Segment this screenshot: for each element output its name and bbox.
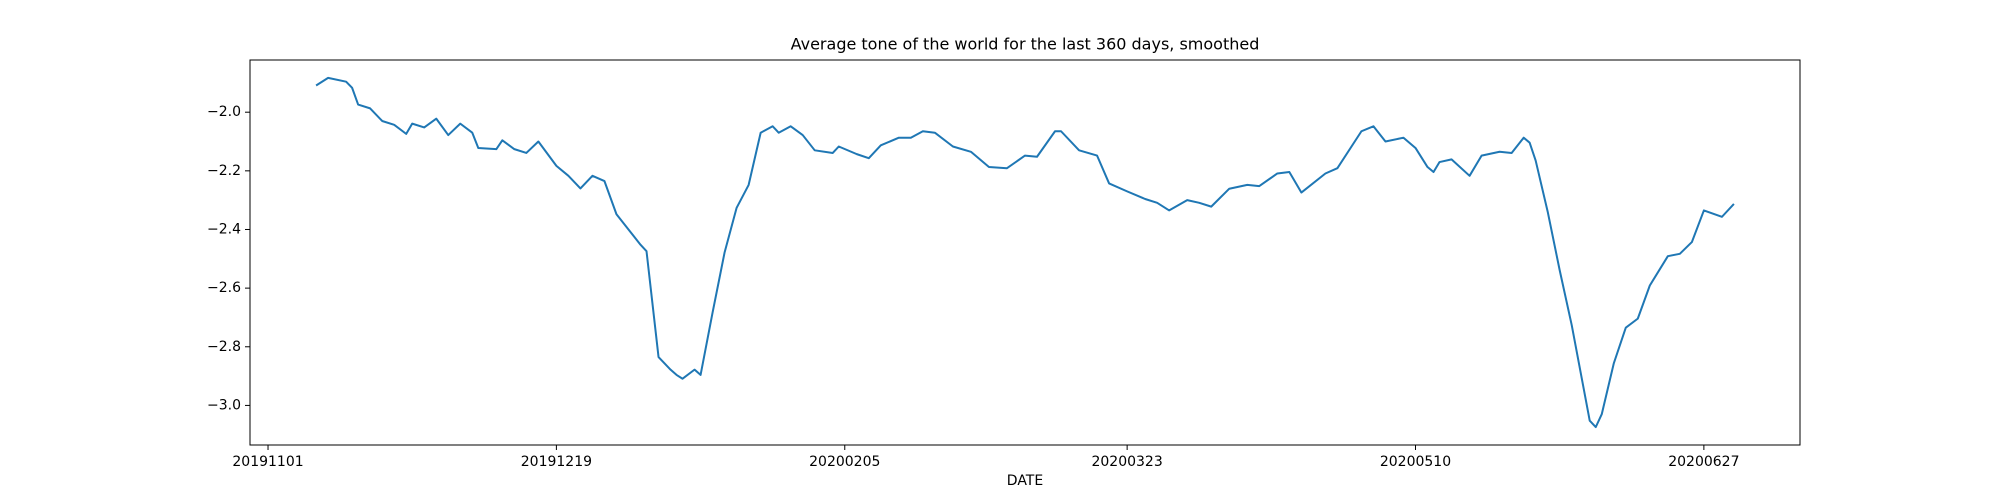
x-tick-label: 20191219 (521, 454, 592, 470)
x-axis-label: DATE (1007, 473, 1043, 489)
chart-title: Average tone of the world for the last 3… (791, 35, 1260, 54)
x-tick-label: 20200627 (1668, 454, 1739, 470)
plot-frame (249, 59, 1801, 446)
x-tick-label: 20200510 (1380, 454, 1451, 470)
x-tick-label: 20200323 (1091, 454, 1162, 470)
y-tick-label: −2.4 (207, 221, 241, 237)
y-tick-label: −2.2 (207, 163, 241, 179)
y-tick-label: −2.0 (207, 104, 241, 120)
y-tick-label: −3.0 (207, 397, 241, 413)
y-tick-label: −2.6 (207, 280, 241, 296)
data-line (315, 76, 1735, 429)
x-tick-label: 20191101 (232, 454, 303, 470)
y-tick-label: −2.8 (207, 339, 241, 355)
x-tick-label: 20200205 (809, 454, 880, 470)
